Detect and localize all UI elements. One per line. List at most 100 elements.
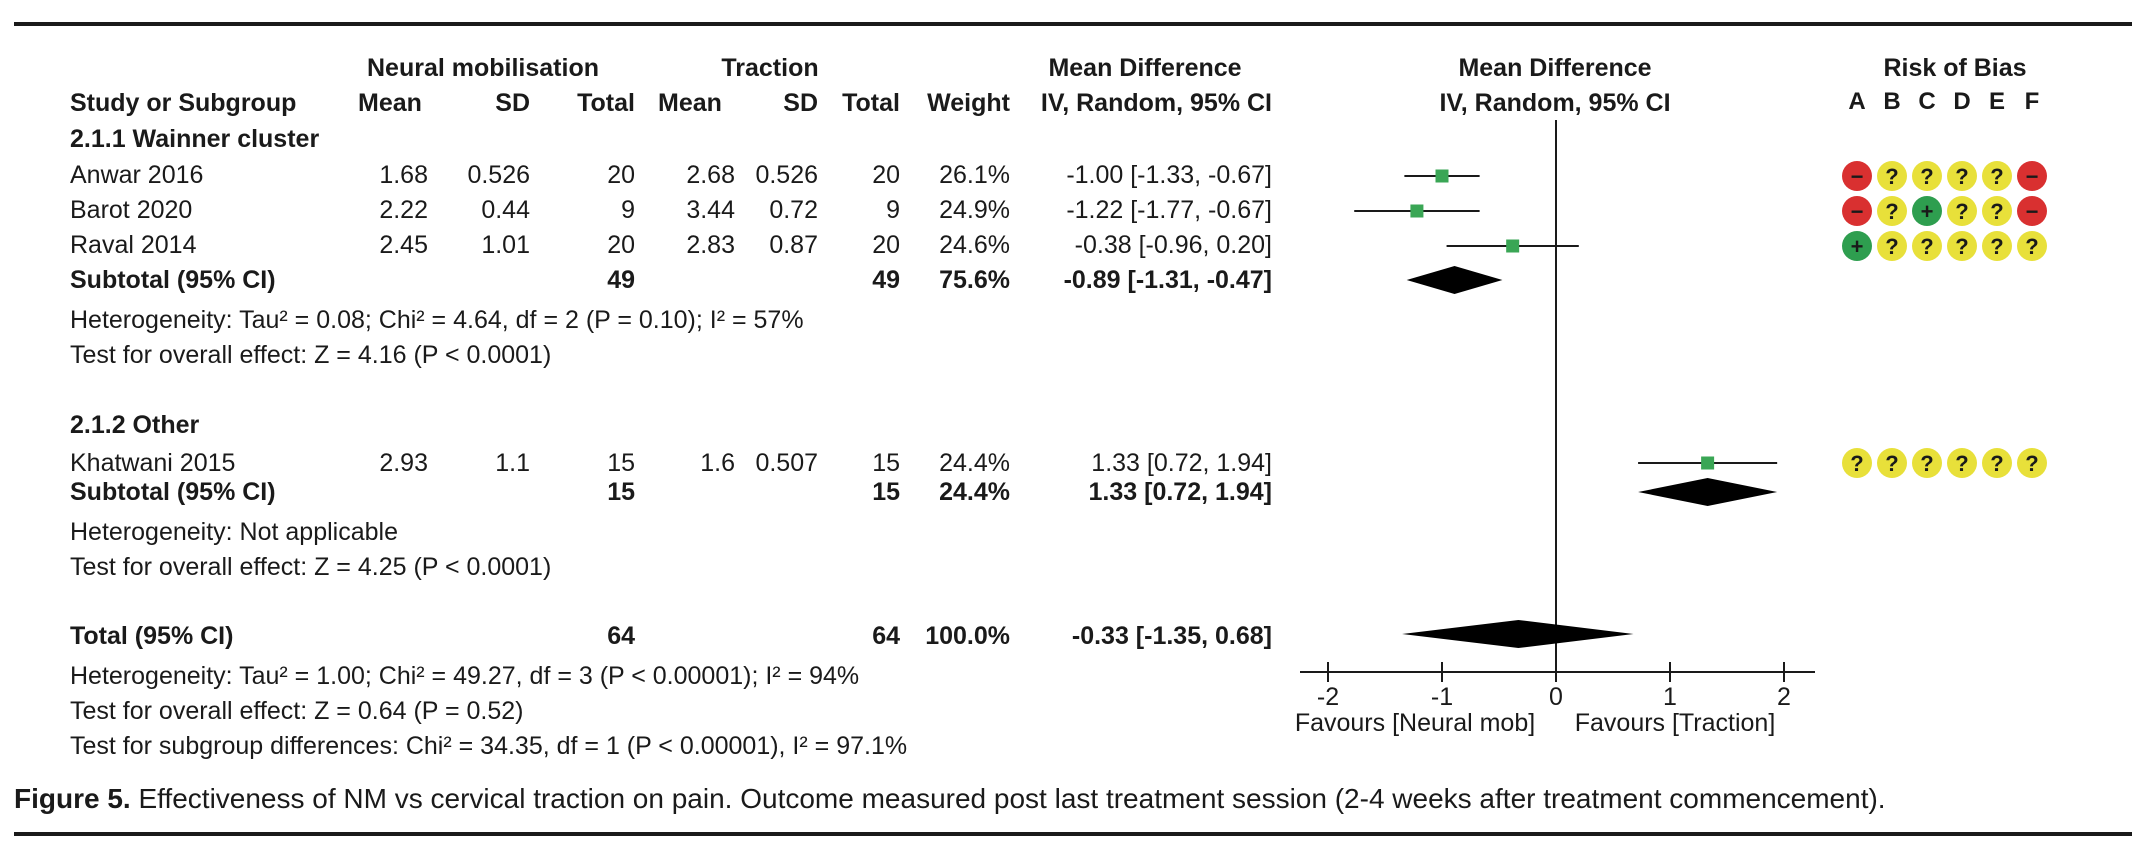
total1: 49 <box>607 266 635 294</box>
header-group2: Traction <box>721 54 819 82</box>
mean2: 2.83 <box>686 231 735 259</box>
rob-symbol: ? <box>1885 234 1898 259</box>
summary-diamond <box>1406 266 1503 294</box>
mean2: 1.6 <box>700 449 735 477</box>
plot-subtitle: IV, Random, 95% CI <box>1439 89 1671 117</box>
study-name: Barot 2020 <box>70 196 193 224</box>
rob-high-icon <box>1842 196 1872 226</box>
sd2: 0.507 <box>755 449 818 477</box>
rob-symbol: ? <box>1920 164 1933 189</box>
rob-unclear-icon <box>2017 448 2047 478</box>
weight: 24.6% <box>939 231 1010 259</box>
overall-effect: Test for overall effect: Z = 4.25 (P < 0… <box>70 553 552 581</box>
subgroup-differences: Test for subgroup differences: Chi² = 34… <box>70 732 908 760</box>
rob-unclear-icon <box>1982 231 2012 261</box>
mean2: 2.68 <box>686 161 735 189</box>
sd1: 0.526 <box>467 161 530 189</box>
ci: -0.38 [-0.96, 0.20] <box>1074 231 1272 259</box>
mean1: 1.68 <box>379 161 428 189</box>
total1: 15 <box>607 478 635 506</box>
rob-symbol: ? <box>1920 234 1933 259</box>
subgroup-title: 2.1.1 Wainner cluster <box>70 125 320 153</box>
header-ci: IV, Random, 95% CI <box>1040 89 1272 117</box>
rob-letter: B <box>1883 88 1901 115</box>
ci: -0.89 [-1.31, -0.47] <box>1063 266 1272 294</box>
header-sd2: SD <box>783 89 818 117</box>
header-total1: Total <box>577 89 635 117</box>
total1: 20 <box>607 231 635 259</box>
study-name: Raval 2014 <box>70 231 197 259</box>
rob-symbol: ? <box>1990 451 2003 476</box>
rob-unclear-icon <box>1947 448 1977 478</box>
sd2: 0.72 <box>769 196 818 224</box>
mean2: 3.44 <box>686 196 735 224</box>
rob-unclear-icon <box>1947 161 1977 191</box>
study-marker <box>1410 204 1424 218</box>
ci: -1.00 [-1.33, -0.67] <box>1066 161 1272 189</box>
total2: 20 <box>872 161 900 189</box>
ci: 1.33 [0.72, 1.94] <box>1088 478 1272 506</box>
rob-symbol: − <box>2026 164 2039 189</box>
weight: 100.0% <box>925 622 1010 650</box>
rob-symbol: ? <box>1885 164 1898 189</box>
weight: 24.4% <box>939 478 1010 506</box>
rob-letter: A <box>1848 88 1866 115</box>
subtotal-label: Subtotal (95% CI) <box>70 478 276 506</box>
summary-diamond <box>1638 478 1778 506</box>
total1: 9 <box>621 196 635 224</box>
rob-symbol: ? <box>1885 199 1898 224</box>
weight: 24.4% <box>939 449 1010 477</box>
x-tick-label: 1 <box>1663 683 1677 711</box>
rob-symbol: ? <box>1990 199 2003 224</box>
ci: 1.33 [0.72, 1.94] <box>1091 449 1272 477</box>
rob-symbol: ? <box>1955 199 1968 224</box>
rob-symbol: ? <box>1850 451 1863 476</box>
figure-caption: Figure 5. Effectiveness of NM vs cervica… <box>14 782 1886 816</box>
rob-unclear-icon <box>2017 231 2047 261</box>
rob-unclear-icon <box>1877 161 1907 191</box>
rob-unclear-icon <box>1912 161 1942 191</box>
caption-text: Effectiveness of NM vs cervical traction… <box>130 783 1886 814</box>
summary-diamond <box>1402 620 1634 648</box>
heterogeneity: Heterogeneity: Not applicable <box>70 518 398 546</box>
rob-unclear-icon <box>1982 196 2012 226</box>
total2: 20 <box>872 231 900 259</box>
ci: -0.33 [-1.35, 0.68] <box>1071 622 1272 650</box>
header-mean1: Mean <box>358 89 422 117</box>
rob-unclear-icon <box>1982 448 2012 478</box>
rob-low-icon <box>1842 231 1872 261</box>
rob-symbol: ? <box>2025 451 2038 476</box>
rob-unclear-icon <box>1912 231 1942 261</box>
x-tick-label: 0 <box>1549 683 1563 711</box>
total2: 15 <box>872 478 900 506</box>
total1: 15 <box>607 449 635 477</box>
ci: -1.22 [-1.77, -0.67] <box>1066 196 1272 224</box>
rob-unclear-icon <box>1982 161 2012 191</box>
rob-symbol: ? <box>1955 451 1968 476</box>
rob-symbol: − <box>1851 164 1864 189</box>
study-marker <box>1435 169 1449 183</box>
rob-unclear-icon <box>1877 231 1907 261</box>
sd1: 1.1 <box>495 449 530 477</box>
rob-symbol: ? <box>2025 234 2038 259</box>
x-tick-label: 2 <box>1777 683 1791 711</box>
favours-right: Favours [Traction] <box>1574 709 1776 737</box>
study-name: Khatwani 2015 <box>70 449 236 477</box>
top-rule <box>14 22 2132 26</box>
header-total2: Total <box>842 89 900 117</box>
rob-unclear-icon <box>1947 231 1977 261</box>
total1: 20 <box>607 161 635 189</box>
sd2: 0.87 <box>769 231 818 259</box>
rob-unclear-icon <box>1877 448 1907 478</box>
rob-title: Risk of Bias <box>1883 54 2027 82</box>
rob-symbol: + <box>1851 234 1864 259</box>
rob-letter: F <box>2024 88 2040 115</box>
header-weight: Weight <box>927 89 1010 117</box>
header-md: Mean Difference <box>1048 54 1242 82</box>
rob-letter: E <box>1988 88 2005 115</box>
total2: 49 <box>872 266 900 294</box>
x-tick-label: -2 <box>1317 683 1339 711</box>
rob-symbol: ? <box>1885 451 1898 476</box>
header-mean2: Mean <box>658 89 722 117</box>
